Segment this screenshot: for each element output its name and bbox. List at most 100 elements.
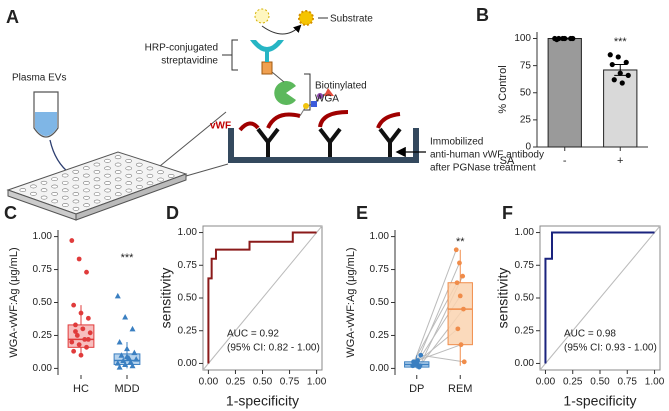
- plate-well: [83, 203, 90, 208]
- plate-well: [51, 199, 59, 204]
- product: [298, 10, 314, 26]
- y-tick-label: 25: [520, 115, 532, 126]
- data-point: [457, 293, 463, 299]
- data-point: [69, 238, 75, 243]
- y-tick-label: 0.00: [370, 363, 390, 374]
- plate-well: [136, 177, 143, 182]
- data-point: [124, 353, 130, 360]
- plate-well: [93, 162, 101, 167]
- label: WGA: [315, 94, 339, 105]
- substrate: [254, 8, 270, 24]
- data-point: [619, 80, 625, 86]
- significance: ***: [121, 252, 135, 264]
- data-point: [85, 315, 91, 321]
- data-point: [129, 325, 136, 332]
- plate-well: [104, 173, 111, 178]
- plate-well: [93, 177, 101, 182]
- x-tick-label: HC: [73, 383, 89, 395]
- plate-well: [146, 181, 154, 186]
- panel-letter: F: [502, 203, 513, 223]
- y-tick-label: 0.00: [178, 358, 198, 369]
- data-point: [609, 61, 615, 68]
- plate-well: [61, 173, 69, 178]
- y-tick-label: 0.00: [33, 363, 53, 374]
- data-point: [116, 364, 123, 370]
- data-point: [133, 356, 140, 362]
- plate-well: [40, 180, 48, 185]
- label: Immobilized: [430, 137, 483, 148]
- y-tick-label: 1.00: [370, 231, 390, 242]
- x-tick-label: 0.50: [253, 377, 273, 388]
- data-point: [417, 363, 423, 369]
- y-tick-label: 0.50: [33, 297, 53, 308]
- y-tick-label: 1.00: [515, 227, 535, 238]
- plate-well: [93, 192, 101, 197]
- roc-curve: [544, 231, 655, 364]
- data-point: [122, 314, 129, 320]
- tube-liquid: [35, 112, 57, 136]
- y-axis-title: WGA-vWF:Ag (μg/mL): [8, 247, 20, 357]
- plate-well: [40, 195, 48, 200]
- plate-well: [104, 181, 111, 185]
- y-tick-label: 50: [520, 87, 532, 98]
- plate-well: [93, 184, 101, 189]
- data-point: [71, 348, 77, 354]
- data-point: [461, 359, 467, 365]
- plate-well: [146, 166, 154, 171]
- data-point: [116, 339, 123, 345]
- y-tick-label: 0.25: [370, 330, 390, 341]
- label: after PGNase treatment: [430, 163, 536, 174]
- plate-well: [62, 203, 69, 207]
- antibody: [256, 127, 402, 157]
- annotation: AUC = 0.98: [564, 329, 616, 340]
- hrp: [261, 61, 273, 75]
- x-tick-label: 0.00: [199, 377, 219, 388]
- plate-well: [125, 181, 133, 186]
- plate-well: [114, 170, 122, 174]
- roc-curve: [207, 231, 317, 364]
- label: streptavidine: [161, 56, 218, 67]
- plate-well: [51, 192, 58, 196]
- wga: [274, 81, 296, 105]
- data-point: [460, 273, 466, 279]
- label: vWF: [210, 121, 231, 132]
- glycan-unit: [311, 101, 317, 107]
- panel-letter: C: [4, 203, 17, 223]
- vwf: [238, 110, 401, 132]
- panel-letter: A: [6, 7, 19, 27]
- data-point: [73, 322, 78, 328]
- data-point: [461, 306, 466, 312]
- data-point: [623, 59, 629, 65]
- plate-well: [125, 188, 133, 193]
- significance: ***: [614, 36, 628, 48]
- plate-well: [104, 158, 111, 163]
- zoom-line: [159, 111, 227, 167]
- y-tick-label: 100: [514, 33, 531, 44]
- y-tick-label: 0: [525, 142, 531, 153]
- plate-well: [72, 206, 80, 211]
- data-point: [454, 280, 460, 286]
- plate-well: [93, 169, 101, 174]
- data-point: [131, 349, 138, 356]
- y-tick-label: 0.25: [33, 330, 53, 341]
- data-point: [84, 344, 89, 350]
- pair-line: [412, 249, 457, 366]
- bar: [547, 38, 582, 148]
- plate-well: [157, 170, 164, 175]
- y-tick-label: 0.25: [178, 325, 198, 336]
- data-point: [562, 35, 568, 42]
- x-tick-label: 0.75: [618, 377, 638, 388]
- data-point: [415, 358, 420, 363]
- panel-a: A Plasma EVs vWF Substrate HRP-conjugate…: [6, 7, 544, 221]
- plate-well: [40, 188, 48, 193]
- data-point: [76, 342, 82, 348]
- y-tick-label: 0.50: [370, 297, 390, 308]
- data-point: [625, 72, 631, 78]
- data-point: [114, 292, 121, 299]
- x-tick-label: MDD: [114, 383, 139, 395]
- data-point: [453, 247, 459, 253]
- well: [228, 128, 419, 163]
- plate-well: [83, 166, 90, 171]
- plate-well: [83, 195, 90, 200]
- plate-well: [72, 184, 80, 189]
